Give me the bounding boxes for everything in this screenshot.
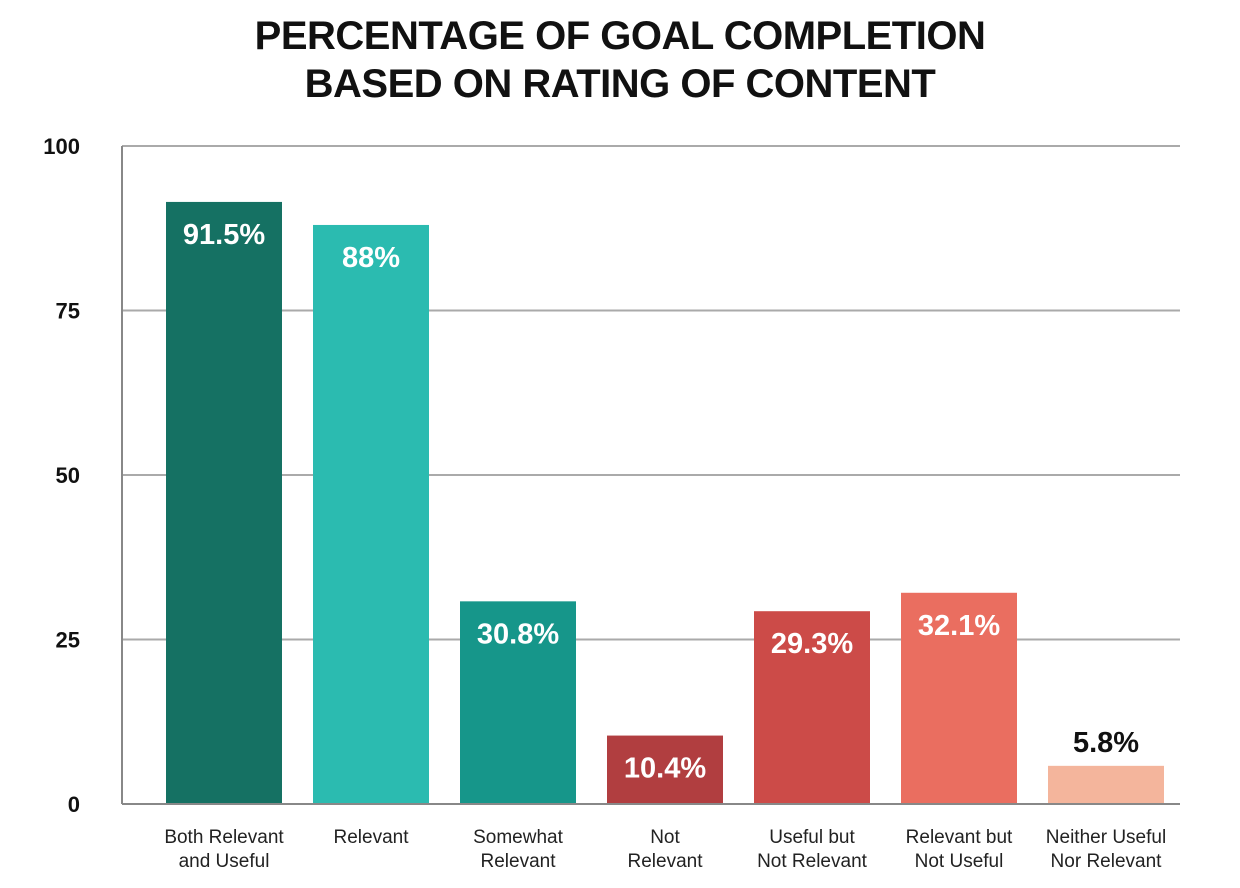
bar-value-label: 88% [342, 242, 400, 274]
x-category-label: Both Relevant [164, 827, 284, 848]
x-category-label: Nor Relevant [1051, 851, 1163, 872]
bar [1048, 765, 1164, 804]
bar-value-label: 91.5% [183, 219, 265, 251]
x-category-label: and Useful [179, 851, 270, 872]
bar [607, 735, 723, 804]
bar-value-label: 30.8% [477, 618, 559, 650]
y-tick-label: 25 [56, 628, 80, 653]
bar-value-label: 29.3% [771, 628, 853, 660]
x-category-label: Neither Useful [1046, 827, 1166, 848]
bar [313, 224, 429, 804]
bar-value-label: 32.1% [918, 610, 1000, 642]
bar-value-label: 10.4% [624, 753, 706, 785]
x-category-label: Useful but [769, 827, 855, 848]
bar-value-label: 5.8% [1073, 727, 1139, 759]
x-category-label: Relevant [628, 851, 704, 872]
chart-title-line-2: BASED ON RATING OF CONTENT [304, 62, 936, 106]
chart-title-line-1: PERCENTAGE OF GOAL COMPLETION [254, 14, 986, 58]
x-category-label: Not Useful [915, 851, 1004, 872]
x-category-label: Not [650, 827, 680, 848]
bar [460, 601, 576, 804]
chart-title: PERCENTAGE OF GOAL COMPLETION BASED ON R… [0, 12, 1240, 108]
y-tick-label: 75 [56, 299, 80, 324]
x-category-label: Somewhat [473, 827, 563, 848]
bar [754, 611, 870, 804]
x-category-label: Relevant [334, 827, 410, 848]
x-category-label: Relevant but [906, 827, 1013, 848]
x-category-label: Relevant [481, 851, 557, 872]
y-tick-label: 50 [56, 463, 80, 488]
bar [901, 592, 1017, 804]
x-category-label: Not Relevant [757, 851, 868, 872]
bar [166, 201, 282, 804]
y-tick-label: 100 [43, 134, 80, 159]
y-tick-label: 0 [68, 792, 80, 817]
